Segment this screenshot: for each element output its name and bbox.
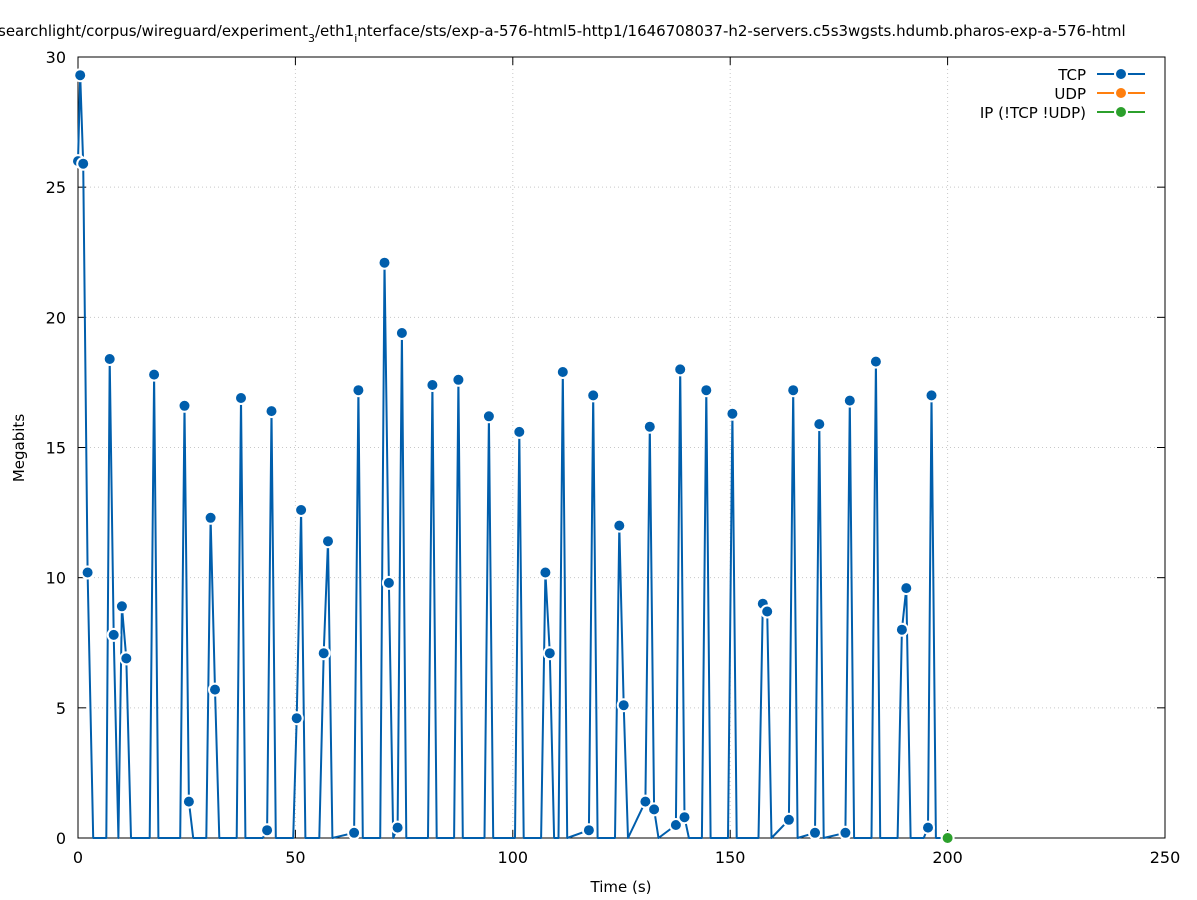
data-point-tcp [668, 818, 683, 832]
data-point-tcp [451, 372, 466, 387]
data-point-tcp [542, 646, 557, 661]
data-point-tcp [647, 802, 662, 817]
data-point-tcp [234, 391, 248, 405]
data-point-tcp [76, 156, 91, 171]
data-point-tcp [351, 383, 366, 398]
y-tick-label: 20 [46, 308, 66, 327]
legend-marker-udp [1114, 86, 1128, 100]
data-point-tcp [394, 326, 409, 340]
data-point-tcp [512, 424, 527, 439]
data-point-tcp [808, 825, 822, 840]
data-point-tcp [321, 534, 335, 549]
data-point-tcp [786, 383, 801, 398]
data-point-tcp [106, 627, 121, 642]
data-point-tcp [538, 565, 553, 580]
data-point-tcp [203, 510, 218, 525]
y-tick-label: 0 [56, 829, 66, 848]
data-point-tcp [177, 398, 192, 413]
data-point-tcp [842, 393, 857, 408]
series-line-tcp [77, 74, 948, 839]
data-point-tcp [673, 362, 688, 377]
x-tick-label: 0 [73, 848, 83, 867]
legend-label-ip: IP (!TCP !UDP) [980, 104, 1086, 122]
axis-ticks: 0 50 100 150 200 250 0 5 10 15 20 25 30 [46, 48, 1181, 867]
data-point-tcp [119, 651, 134, 666]
data-point-tcp [581, 823, 596, 838]
y-tick-label: 25 [46, 178, 66, 197]
data-point-tcp [390, 820, 405, 835]
data-point-tcp [638, 794, 653, 809]
legend-marker-tcp [1114, 67, 1128, 81]
data-point-tcp [725, 406, 740, 421]
data-point-tcp [264, 404, 279, 419]
y-tick-label: 15 [46, 439, 66, 458]
data-point-tcp [677, 810, 692, 825]
data-point-tcp [73, 68, 88, 83]
data-point-tcp [760, 604, 775, 619]
data-point-tcp [812, 417, 827, 432]
x-tick-label: 50 [285, 848, 305, 867]
data-point-tcp [102, 352, 117, 366]
data-point-tcp [586, 388, 601, 403]
data-point-tcp [868, 354, 883, 369]
legend: TCP UDP IP (!TCP !UDP) [960, 62, 1160, 124]
data-point-tcp [924, 388, 939, 403]
x-axis-label: Time (s) [590, 878, 652, 896]
data-point-tcp [555, 365, 570, 379]
data-point-tcp [781, 812, 796, 827]
data-point-tcp [481, 409, 496, 424]
data-point-tcp [616, 698, 631, 713]
data-point-tcp [425, 378, 440, 392]
data-point-tcp [612, 518, 627, 533]
data-point-tcp [260, 823, 275, 838]
data-point-tcp [294, 503, 309, 517]
x-tick-label: 250 [1150, 848, 1181, 867]
chart-title: searchlight/corpus/wireguard/experiment3… [0, 22, 1126, 45]
legend-label-tcp: TCP [1057, 66, 1086, 84]
data-point-tcp [899, 581, 914, 596]
y-tick-label: 30 [46, 48, 66, 67]
data-point-tcp [80, 565, 95, 580]
legend-marker-ip [1114, 105, 1128, 119]
data-point-tcp [838, 825, 853, 840]
x-tick-label: 200 [932, 848, 963, 867]
data-point-tcp [147, 367, 162, 382]
data-point-tcp [181, 794, 196, 809]
data-point-tcp [699, 383, 714, 398]
data-point-tcp [289, 711, 304, 726]
series-layer [71, 68, 955, 845]
x-tick-label: 150 [715, 848, 746, 867]
x-tick-label: 100 [498, 848, 529, 867]
data-point-tcp [377, 255, 392, 270]
data-point-ip-tcp-udp [940, 831, 955, 845]
data-point-tcp [642, 419, 657, 434]
data-point-tcp [921, 820, 935, 835]
data-point-tcp [347, 825, 362, 840]
y-tick-label: 5 [56, 699, 66, 718]
legend-label-udp: UDP [1054, 85, 1086, 103]
y-tick-label: 10 [46, 569, 66, 588]
data-point-tcp [894, 622, 909, 637]
data-point-tcp [316, 646, 331, 661]
data-point-tcp [381, 575, 396, 590]
y-axis-label: Megabits [10, 414, 28, 482]
data-point-tcp [208, 682, 222, 697]
data-point-tcp [114, 599, 129, 614]
